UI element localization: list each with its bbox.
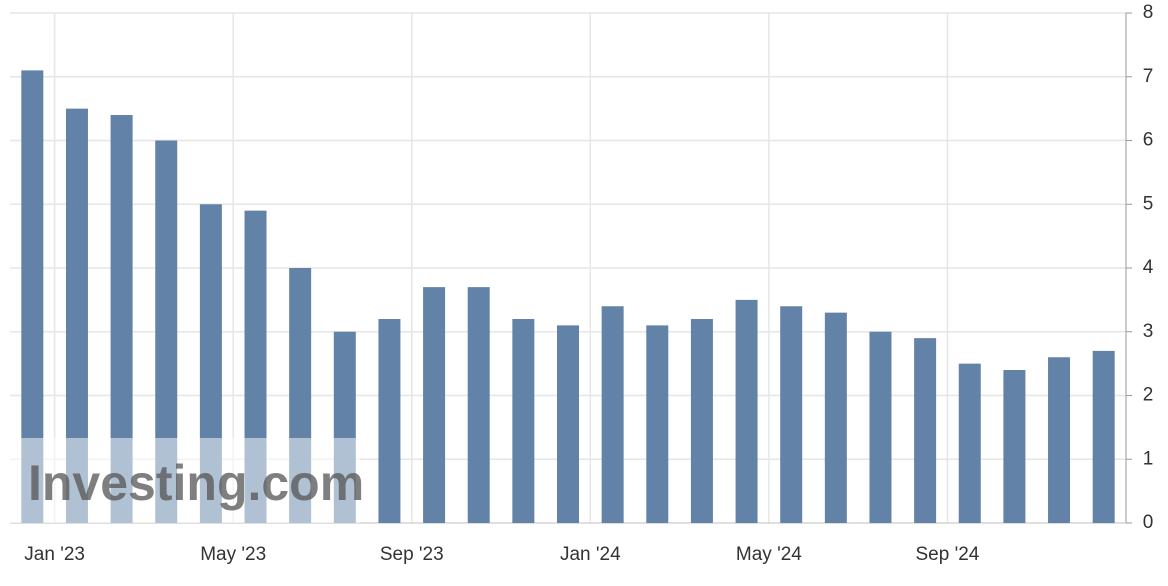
y-tick-label: 2 <box>1143 385 1154 406</box>
bar <box>65 108 88 523</box>
x-tick-label: Jan '24 <box>560 544 621 565</box>
x-tick-label: May '24 <box>736 544 802 565</box>
bar <box>958 363 981 523</box>
bar <box>601 306 624 523</box>
x-tick-label: May '23 <box>200 544 266 565</box>
bar <box>1092 350 1115 523</box>
bar <box>1048 357 1071 523</box>
x-tick-label: Jan '23 <box>24 544 85 565</box>
x-tick-label: Sep '23 <box>380 544 444 565</box>
bar <box>512 319 535 523</box>
bar <box>914 338 937 523</box>
bar <box>110 115 133 523</box>
bar <box>21 70 44 523</box>
bar <box>780 306 803 523</box>
watermark: Investing.com <box>28 455 364 511</box>
y-tick-label: 8 <box>1143 2 1154 23</box>
bar <box>824 312 847 523</box>
bar <box>735 299 758 523</box>
y-tick-label: 5 <box>1143 193 1154 214</box>
bar <box>378 319 401 523</box>
y-tick-label: 7 <box>1143 66 1154 87</box>
x-tick-label: Sep '24 <box>916 544 980 565</box>
bar <box>155 140 178 523</box>
bar <box>690 319 713 523</box>
y-tick-label: 6 <box>1143 130 1154 151</box>
bar <box>646 325 669 523</box>
bar <box>423 287 446 523</box>
y-tick-label: 0 <box>1143 512 1154 533</box>
watermark-band <box>10 438 360 523</box>
bar <box>1003 370 1026 523</box>
bar <box>557 325 579 523</box>
y-tick-label: 3 <box>1143 321 1154 342</box>
bar <box>467 287 490 523</box>
y-tick-label: 1 <box>1143 448 1154 469</box>
y-tick-label: 4 <box>1143 257 1154 278</box>
bar <box>869 331 892 523</box>
